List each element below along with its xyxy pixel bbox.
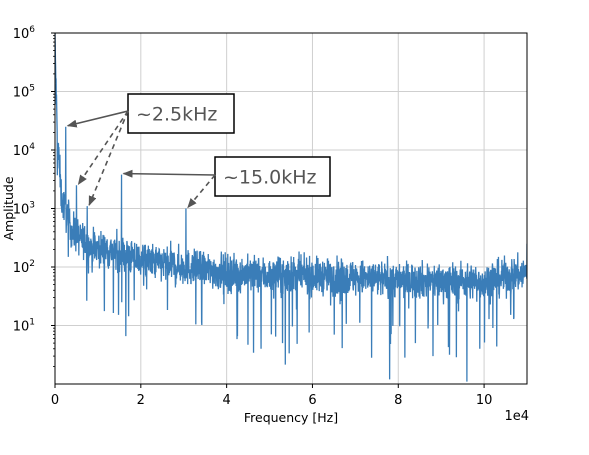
annotation-label: ~2.5kHz (136, 104, 217, 126)
x-tick-label: 2 (137, 393, 145, 408)
x-tick-label: 10 (476, 393, 493, 408)
axis-ticks: 0 2 4 6 8 10 101 102 103 104 105 106 (13, 25, 493, 408)
y-tick-label: 106 (13, 25, 36, 42)
x-axis-label: Frequency [Hz] (244, 410, 338, 425)
y-tick-label: 101 (13, 318, 35, 335)
annotations: ~2.5kHz ~15.0kHz (66, 93, 331, 209)
y-tick-label: 105 (13, 84, 35, 101)
annotation-arrow (122, 169, 216, 178)
y-tick-label: 102 (13, 259, 35, 276)
annotation-arrow-dashed (187, 174, 216, 209)
annotation-arrow-dashed (88, 110, 129, 207)
annotation-1: ~2.5kHz (66, 93, 235, 207)
annotation-box (127, 93, 235, 134)
x-tick-label: 4 (222, 393, 230, 408)
annotation-box (214, 156, 331, 197)
annotation-arrow-dashed (77, 110, 129, 186)
plot-data (55, 33, 527, 382)
x-tick-label: 8 (394, 393, 402, 408)
annotation-2: ~15.0kHz (122, 156, 331, 209)
y-axis-label: Amplitude (1, 176, 16, 240)
annotation-label: ~15.0kHz (223, 167, 317, 189)
spectrum-line (55, 33, 527, 382)
x-axis-offset-label: 1e4 (504, 409, 529, 424)
x-tick-label: 6 (308, 393, 316, 408)
y-tick-label: 104 (13, 142, 36, 159)
x-tick-label: 0 (51, 393, 59, 408)
y-tick-label: 103 (13, 201, 35, 218)
annotation-arrow (66, 110, 129, 128)
